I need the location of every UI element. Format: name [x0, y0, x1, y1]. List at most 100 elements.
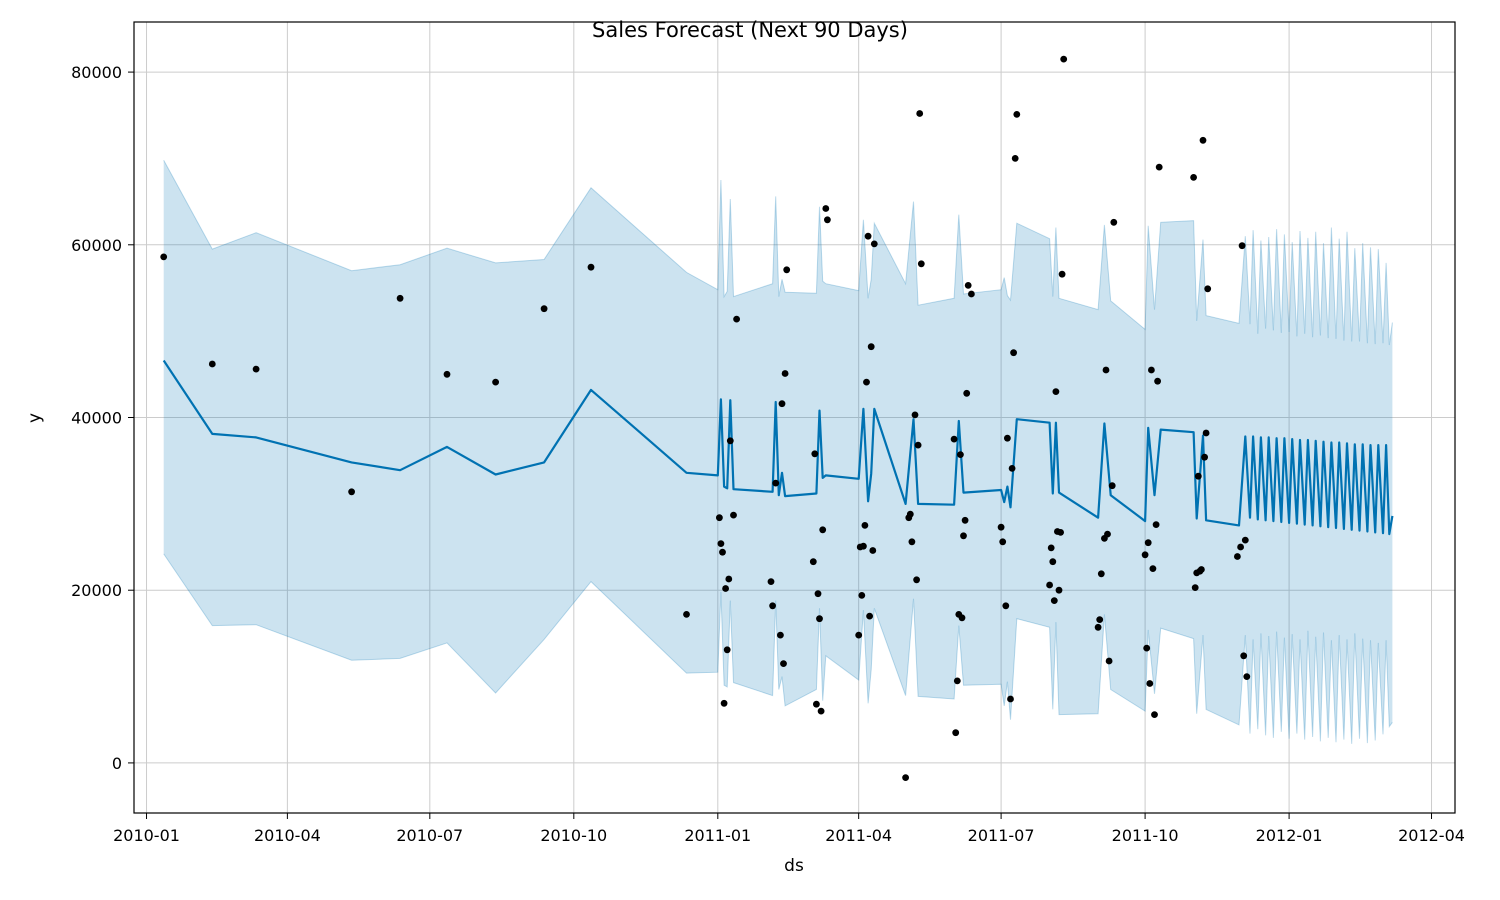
observed-point-53	[913, 576, 920, 584]
observed-point-4	[396, 294, 404, 302]
observed-point-75	[1011, 155, 1019, 162]
observed-point-28	[809, 558, 817, 566]
yhat-line	[162, 359, 1394, 536]
observed-point-93	[1105, 657, 1113, 665]
observed-point-56	[917, 260, 925, 268]
observed-point-3	[348, 488, 355, 496]
observed-point-77	[1046, 581, 1053, 589]
x-tick-label-4: 2011-01	[684, 826, 751, 845]
observed-point-40	[860, 542, 867, 550]
observed-point-121	[1243, 673, 1251, 680]
observed-point-43	[864, 232, 872, 240]
observed-point-80	[1050, 597, 1058, 604]
observed-point-16	[725, 575, 733, 583]
observed-point-35	[822, 205, 830, 212]
x-tick-label-1: 2010-04	[254, 826, 321, 845]
observed-point-52	[911, 411, 919, 419]
observed-point-36	[824, 216, 831, 224]
observed-point-62	[958, 614, 966, 622]
observed-point-71	[1004, 434, 1011, 442]
observed-point-0	[160, 253, 168, 261]
observed-point-79	[1049, 558, 1057, 566]
observed-point-92	[1104, 530, 1111, 538]
observed-point-119	[1240, 652, 1248, 660]
observed-point-44	[866, 612, 873, 620]
observed-point-94	[1108, 482, 1116, 490]
y-tick-label-3: 60000	[71, 236, 122, 255]
observed-point-17	[726, 437, 734, 445]
observed-point-6	[492, 378, 499, 386]
observed-point-78	[1047, 544, 1055, 552]
observed-point-76	[1013, 111, 1021, 118]
observed-point-25	[780, 660, 787, 667]
observed-point-18	[730, 511, 737, 519]
x-tick-label-8: 2012-01	[1256, 826, 1323, 845]
observed-point-73	[1008, 465, 1016, 472]
observed-point-2	[252, 365, 260, 373]
observed-point-104	[1154, 377, 1161, 385]
observed-point-46	[869, 547, 877, 554]
y-tick-label-2: 40000	[71, 409, 122, 428]
x-tick-label-5: 2011-04	[825, 826, 892, 845]
observed-points	[160, 55, 1251, 781]
x-tick-label-6: 2011-07	[968, 826, 1035, 845]
observed-point-66	[964, 282, 972, 289]
observed-point-98	[1144, 539, 1152, 547]
y-axis-title: y	[25, 413, 45, 423]
observed-point-34	[819, 526, 827, 534]
x-tick-label-7: 2011-10	[1112, 826, 1179, 845]
observed-point-97	[1143, 644, 1151, 652]
observed-point-42	[863, 378, 870, 386]
observed-point-26	[781, 370, 789, 377]
lower-bound-line	[163, 553, 1393, 744]
observed-point-102	[1151, 711, 1158, 718]
observed-point-116	[1234, 553, 1241, 560]
observed-point-32	[816, 615, 823, 623]
observed-point-107	[1191, 584, 1199, 591]
observed-point-30	[813, 700, 820, 708]
observed-point-21	[769, 602, 776, 610]
y-tick-label-0: 0	[112, 754, 122, 773]
observed-point-114	[1202, 429, 1210, 437]
observed-point-88	[1096, 616, 1104, 623]
observed-point-115	[1204, 285, 1212, 293]
observed-point-51	[908, 538, 916, 546]
observed-point-58	[952, 729, 960, 737]
observed-point-9	[683, 611, 690, 618]
observed-point-61	[957, 451, 964, 458]
grid	[134, 22, 1455, 813]
observed-point-86	[1060, 55, 1068, 63]
observed-point-54	[914, 441, 922, 449]
observed-point-112	[1199, 136, 1207, 144]
observed-point-31	[814, 590, 822, 598]
observed-point-70	[1002, 602, 1010, 610]
observed-point-85	[1058, 270, 1066, 278]
observed-point-27	[783, 266, 791, 274]
x-axis-title: ds	[784, 856, 804, 876]
observed-point-81	[1052, 388, 1060, 395]
observed-point-7	[540, 305, 548, 313]
observed-point-10	[716, 514, 723, 522]
observed-point-39	[858, 592, 866, 599]
observed-point-29	[811, 450, 819, 458]
observed-point-50	[906, 510, 914, 518]
observed-point-72	[1007, 695, 1014, 703]
observed-point-12	[719, 548, 726, 556]
x-tick-label-3: 2010-10	[540, 826, 607, 845]
observed-point-101	[1149, 565, 1157, 572]
observed-point-23	[777, 631, 784, 639]
observed-point-48	[902, 774, 909, 781]
observed-point-103	[1152, 521, 1160, 528]
observed-point-83	[1055, 586, 1063, 594]
y-axis-ticks: 0 20000 40000 60000 80000	[71, 63, 134, 773]
observed-point-84	[1057, 529, 1064, 536]
observed-point-67	[968, 290, 975, 298]
observed-point-87	[1094, 623, 1102, 631]
observed-point-91	[1102, 366, 1110, 374]
y-tick-label-4: 80000	[71, 63, 122, 82]
observed-point-14	[722, 585, 729, 592]
observed-point-59	[953, 677, 961, 685]
observed-point-47	[870, 240, 878, 248]
observed-point-69	[999, 538, 1007, 546]
